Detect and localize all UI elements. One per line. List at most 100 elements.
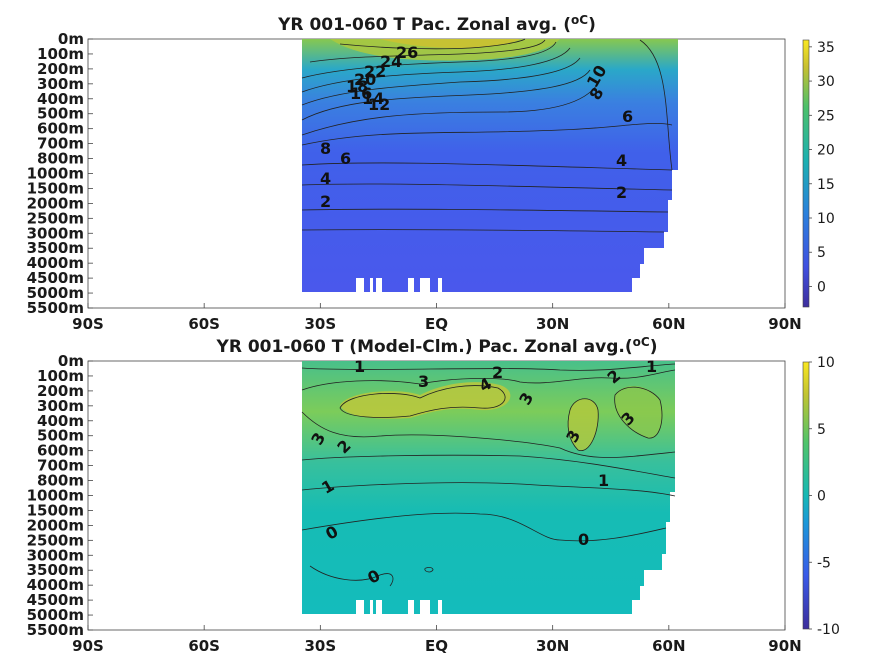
colorbar-tick-label: 5 xyxy=(817,245,826,261)
y-tick-label: 4000m xyxy=(27,254,84,272)
chart-title: YR 001-060 T Pac. Zonal avg. (oC) xyxy=(277,13,596,35)
x-tick-label: 30N xyxy=(536,315,569,333)
colorbar-tick-label: 0 xyxy=(817,489,826,505)
x-tick-label: 60S xyxy=(188,637,220,655)
y-tick-label: 5500m xyxy=(27,299,84,317)
y-tick-label: 700m xyxy=(37,135,84,153)
svg-text:8: 8 xyxy=(320,139,331,158)
x-tick-label: EQ xyxy=(425,315,448,333)
y-tick-label: 500m xyxy=(37,105,84,123)
svg-text:12: 12 xyxy=(368,95,390,114)
colorbar-tick-label: 0 xyxy=(817,279,826,295)
y-tick-label: 1500m xyxy=(27,179,84,197)
y-tick-label: 100m xyxy=(37,45,84,63)
y-tick-label: 4000m xyxy=(27,576,84,594)
x-tick-label: 90S xyxy=(72,315,104,333)
svg-text:18: 18 xyxy=(346,77,368,96)
y-tick-label: 800m xyxy=(37,150,84,168)
svg-text:2: 2 xyxy=(616,183,627,202)
svg-text:4: 4 xyxy=(616,151,627,170)
colorbar xyxy=(802,361,810,630)
colorbar xyxy=(802,39,810,308)
y-tick-label: 500m xyxy=(37,427,84,445)
y-tick-label: 1000m xyxy=(27,165,84,183)
y-tick-label: 4500m xyxy=(27,591,84,609)
y-axis-ticks: 0m100m200m300m400m500m600m700m800m1000m1… xyxy=(27,352,93,639)
contour-lines xyxy=(301,38,673,233)
svg-text:6: 6 xyxy=(340,149,351,168)
title-unit: oC xyxy=(571,13,588,27)
contour-labels: 26 24 22 20 18 16 14 12 10 8 6 8 6 4 4 2… xyxy=(320,43,633,211)
y-tick-label: 300m xyxy=(37,75,84,93)
y-tick-label: 2000m xyxy=(27,194,84,212)
colorbar-ticks: 35 30 25 20 15 10 5 0 xyxy=(809,40,835,295)
y-tick-label: 400m xyxy=(37,90,84,108)
colorbar-tick-label: -5 xyxy=(817,555,831,571)
warm-anomaly xyxy=(340,382,511,419)
colorbar-tick-label: 35 xyxy=(817,40,835,56)
svg-text:2: 2 xyxy=(492,363,503,382)
svg-text:1: 1 xyxy=(354,357,365,376)
y-tick-label: 2500m xyxy=(27,209,84,227)
colorbar-ticks: 10 5 0 -5 -10 xyxy=(809,355,840,638)
y-tick-label: 1500m xyxy=(27,501,84,519)
y-tick-label: 300m xyxy=(37,397,84,415)
y-tick-label: 3000m xyxy=(27,546,84,564)
y-tick-label: 5500m xyxy=(27,621,84,639)
y-tick-label: 100m xyxy=(37,367,84,385)
y-tick-label: 3500m xyxy=(27,561,84,579)
svg-text:1: 1 xyxy=(598,471,609,490)
x-axis-ticks: 90S 60S 30S EQ 30N 60N 90N xyxy=(72,303,802,333)
y-tick-label: 200m xyxy=(37,60,84,78)
seafloor-mask xyxy=(356,600,442,616)
colorbar-tick-label: 25 xyxy=(817,108,835,124)
svg-text:14: 14 xyxy=(362,89,384,108)
colorbar-tick-label: 20 xyxy=(817,143,835,159)
temperature-panel: YR 001-060 T Pac. Zonal avg. (oC) xyxy=(27,13,835,333)
svg-text:1: 1 xyxy=(646,357,657,376)
y-tick-label: 5000m xyxy=(27,606,84,624)
x-tick-label: 90N xyxy=(768,637,801,655)
chart-title: YR 001-060 T (Model-Clm.) Pac. Zonal avg… xyxy=(216,335,658,357)
y-axis-ticks: 0m100m200m300m400m500m600m700m800m1000m1… xyxy=(27,30,93,317)
x-tick-label: 30S xyxy=(304,315,336,333)
svg-text:4: 4 xyxy=(320,169,331,188)
y-tick-label: 2000m xyxy=(27,516,84,534)
y-tick-label: 700m xyxy=(37,457,84,475)
svg-text:24: 24 xyxy=(380,52,402,71)
temperature-field xyxy=(302,39,678,292)
y-tick-label: 3500m xyxy=(27,239,84,257)
svg-text:2: 2 xyxy=(320,192,331,211)
y-tick-label: 4500m xyxy=(27,269,84,287)
y-tick-label: 600m xyxy=(37,442,84,460)
y-tick-label: 5000m xyxy=(27,284,84,302)
colorbar-tick-label: 15 xyxy=(817,177,835,193)
x-tick-label: 60N xyxy=(652,637,685,655)
colorbar-tick-label: 10 xyxy=(817,211,835,227)
y-tick-label: 0m xyxy=(58,352,84,370)
x-tick-label: 90S xyxy=(72,637,104,655)
svg-text:20: 20 xyxy=(354,70,376,89)
x-tick-label: 60S xyxy=(188,315,220,333)
y-tick-label: 1000m xyxy=(27,487,84,505)
svg-text:26: 26 xyxy=(396,43,418,62)
colorbar-tick-label: 5 xyxy=(817,422,826,438)
svg-text:22: 22 xyxy=(364,62,386,81)
y-tick-label: 3000m xyxy=(27,224,84,242)
seafloor-mask xyxy=(356,278,442,294)
y-tick-label: 600m xyxy=(37,120,84,138)
y-tick-label: 400m xyxy=(37,412,84,430)
y-tick-label: 0m xyxy=(58,30,84,48)
colorbar-tick-label: 10 xyxy=(817,355,835,371)
title-unit: oC xyxy=(633,335,650,349)
y-tick-label: 800m xyxy=(37,472,84,490)
x-tick-label: EQ xyxy=(425,637,448,655)
x-tick-label: 30N xyxy=(536,637,569,655)
svg-text:16: 16 xyxy=(350,84,372,103)
colorbar-tick-label: 30 xyxy=(817,74,835,90)
x-tick-label: 90N xyxy=(768,315,801,333)
anomaly-panel: YR 001-060 T (Model-Clm.) Pac. Zonal avg… xyxy=(27,335,840,655)
svg-text:6: 6 xyxy=(622,107,633,126)
colorbar-tick-label: -10 xyxy=(817,622,840,638)
